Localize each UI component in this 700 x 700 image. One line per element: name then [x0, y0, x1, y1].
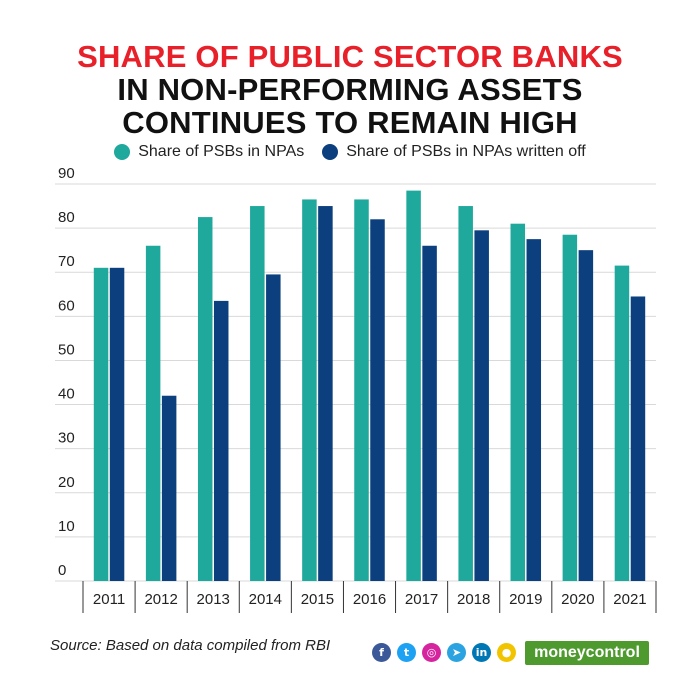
bar-npas-2020 [562, 234, 578, 581]
linkedin-icon[interactable]: in [472, 643, 491, 662]
bar-written-off-2018 [474, 230, 489, 582]
y-tick-label-60: 60 [58, 297, 75, 314]
facebook-icon[interactable]: f [372, 643, 391, 662]
chart-title-line-2: IN NON-PERFORMING ASSETS [117, 72, 583, 107]
x-tick-label-2019: 2019 [509, 591, 542, 608]
bar-written-off-2019 [526, 239, 542, 581]
social-icons: f t ◎ ➤ in ● [372, 643, 516, 662]
moneycontrol-logo: moneycontrol [525, 641, 649, 665]
legend-item-npas: Share of PSBs in NPAs [114, 143, 304, 161]
x-tick-label-2012: 2012 [144, 591, 177, 608]
bar-written-off-2020 [578, 250, 594, 581]
legend-label-written-off: Share of PSBs in NPAs written off [346, 143, 586, 160]
bar-written-off-2017 [422, 245, 437, 581]
bar-written-off-2015 [318, 206, 333, 582]
legend-label-npas: Share of PSBs in NPAs [138, 143, 305, 160]
bar-written-off-2016 [370, 219, 385, 582]
chart-title-line-1: SHARE OF PUBLIC SECTOR BANKS [77, 39, 623, 74]
bar-npas-2011 [93, 267, 109, 581]
y-tick-label-40: 40 [58, 386, 75, 403]
koo-icon[interactable]: ● [497, 643, 516, 662]
twitter-icon[interactable]: t [397, 643, 416, 662]
source-note: Source: Based on data compiled from RBI [50, 637, 331, 654]
chart-title-line-3: CONTINUES TO REMAIN HIGH [122, 105, 578, 140]
instagram-icon[interactable]: ◎ [422, 643, 441, 662]
y-tick-label-0: 0 [58, 562, 66, 579]
bar-written-off-2021 [630, 296, 646, 581]
y-tick-label-90: 90 [58, 165, 75, 182]
y-tick-label-30: 30 [58, 430, 75, 447]
x-tick-label-2017: 2017 [405, 591, 438, 608]
bar-written-off-2013 [213, 300, 229, 581]
bar-npas-2014 [250, 206, 265, 582]
bar-written-off-2011 [109, 267, 125, 581]
y-tick-label-50: 50 [58, 341, 75, 358]
legend-swatch-written-off [322, 144, 339, 160]
bar-npas-2016 [354, 199, 369, 581]
legend-item-written-off: Share of PSBs in NPAs written off [322, 143, 586, 161]
telegram-icon[interactable]: ➤ [447, 643, 466, 662]
y-tick-label-20: 20 [58, 474, 75, 491]
x-tick-label-2016: 2016 [353, 591, 386, 608]
bar-npas-2015 [302, 199, 317, 581]
bar-npas-2018 [458, 206, 473, 582]
y-tick-label-70: 70 [58, 253, 75, 270]
x-tick-label-2020: 2020 [561, 591, 594, 608]
x-tick-label-2011: 2011 [93, 591, 125, 608]
bar-written-off-2012 [161, 395, 177, 581]
legend-swatch-npas [114, 144, 131, 160]
x-tick-label-2018: 2018 [457, 591, 490, 608]
x-tick-label-2013: 2013 [197, 591, 230, 608]
legend: Share of PSBs in NPAs Share of PSBs in N… [0, 143, 700, 161]
bar-npas-2012 [145, 245, 161, 581]
bar-npas-2021 [614, 265, 630, 581]
y-tick-label-80: 80 [58, 209, 75, 226]
x-tick-label-2015: 2015 [301, 591, 334, 608]
bar-npas-2019 [510, 223, 526, 581]
x-tick-label-2014: 2014 [249, 591, 282, 608]
bar-npas-2013 [197, 217, 213, 582]
x-tick-label-2021: 2021 [613, 591, 646, 608]
bar-written-off-2014 [266, 274, 281, 581]
y-tick-label-10: 10 [58, 518, 75, 535]
bar-npas-2017 [406, 190, 421, 581]
